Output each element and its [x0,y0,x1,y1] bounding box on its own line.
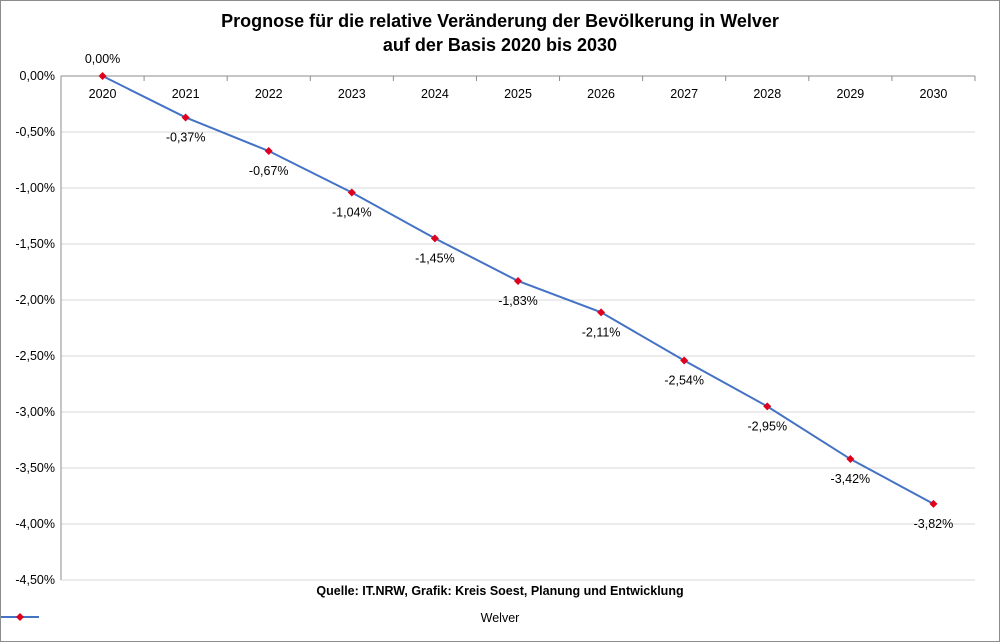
data-point [680,356,689,365]
x-tick-label: 2030 [920,87,948,101]
y-tick-label: -3,00% [15,405,55,419]
y-tick-label: -2,00% [15,293,55,307]
x-tick-label: 2022 [255,87,283,101]
y-tick-label: -1,00% [15,181,55,195]
x-tick-label: 2024 [421,87,449,101]
data-label: -2,95% [747,419,787,433]
x-tick-label: 2026 [587,87,615,101]
data-label: -3,42% [831,472,871,486]
data-label: -1,83% [498,294,538,308]
data-point [347,188,356,197]
data-point [929,499,938,508]
data-label: -0,37% [166,130,206,144]
x-tick-label: 2028 [753,87,781,101]
data-point [597,308,606,317]
data-label: -0,67% [249,164,289,178]
y-tick-label: -4,50% [15,573,55,587]
data-point [514,276,522,285]
data-point [763,402,772,411]
y-tick-label: -3,50% [15,461,55,475]
legend-label-welver: Welver [480,611,520,625]
data-label: -3,82% [914,517,954,531]
data-label: -1,45% [415,251,455,265]
x-tick-label: 2020 [89,87,117,101]
x-tick-label: 2023 [338,87,366,101]
source-note: Quelle: IT.NRW, Grafik: Kreis Soest, Pla… [316,584,684,598]
x-tick-label: 2021 [172,87,200,101]
chart-title: Prognose für die relative Veränderung de… [1,9,999,57]
data-point [98,72,107,80]
data-label: 0,00% [85,52,120,66]
x-tick-label: 2027 [670,87,698,101]
data-label: -2,11% [582,325,621,339]
legend: Welver [1,611,999,625]
y-tick-label: -2,50% [15,349,55,363]
chart-title-line-1: Prognose für die relative Veränderung de… [221,11,779,31]
data-label: -2,54% [664,373,704,387]
data-point [846,455,855,464]
x-tick-label: 2025 [504,87,532,101]
chart-title-line-2: auf der Basis 2020 bis 2030 [382,35,618,55]
x-tick-label: 2029 [836,87,864,101]
y-tick-label: -1,50% [15,237,55,251]
y-tick-label: 0,00% [20,69,55,83]
data-point [264,147,273,156]
legend-swatch-welver [1,613,39,621]
data-label: -1,04% [332,205,372,219]
y-tick-label: -4,00% [15,517,55,531]
series-line-welver [102,75,934,505]
data-point [430,234,439,243]
y-tick-label: -0,50% [15,125,55,139]
data-point [181,113,190,122]
